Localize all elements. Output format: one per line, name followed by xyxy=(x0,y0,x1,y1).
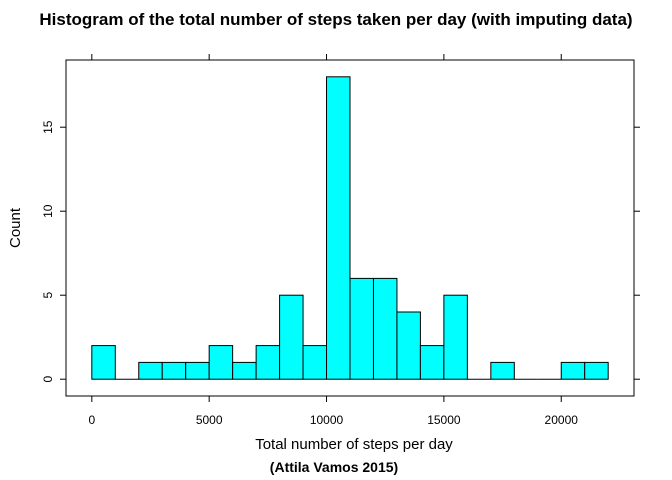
histogram-bar-5 xyxy=(208,345,234,380)
histogram-bar-8 xyxy=(279,294,304,380)
histogram-bar-6 xyxy=(232,361,257,380)
y-tick-label: 15 xyxy=(41,120,55,134)
x-tick-label: 15000 xyxy=(427,413,461,427)
x-tick-label: 10000 xyxy=(310,413,344,427)
chart-title: Histogram of the total number of steps t… xyxy=(39,10,632,29)
histogram-bar-14 xyxy=(419,345,445,380)
histogram-bar-13 xyxy=(396,311,421,380)
author-caption: (Attila Vamos 2015) xyxy=(270,459,398,475)
histogram-bar-2 xyxy=(138,361,163,380)
x-axis-ticks: 0 5000 10000 15000 20000 xyxy=(88,54,578,427)
x-axis-title: Total number of steps per day xyxy=(255,436,453,453)
y-tick-label: 5 xyxy=(41,292,55,299)
histogram-bar-4 xyxy=(185,361,210,380)
histogram-bar-21 xyxy=(584,361,609,380)
histogram-bar-7 xyxy=(255,345,281,380)
histogram-bar-0 xyxy=(91,345,116,380)
histogram-bar-15 xyxy=(443,294,468,380)
histogram-bar-20 xyxy=(560,361,586,380)
y-axis-ticks: 0 5 10 15 xyxy=(41,120,640,383)
histogram-bar-17 xyxy=(490,361,515,380)
y-axis-title: Count xyxy=(7,207,24,248)
histogram-bar-3 xyxy=(161,361,187,380)
histogram-bar-9 xyxy=(302,345,328,380)
x-tick-label: 20000 xyxy=(545,413,579,427)
histogram-bar-10 xyxy=(326,76,351,380)
y-tick-label: 10 xyxy=(41,204,55,218)
histogram-bar-12 xyxy=(372,277,398,380)
plot-frame xyxy=(65,59,635,397)
x-tick-label: 5000 xyxy=(196,413,223,427)
x-tick-label: 0 xyxy=(88,413,95,427)
histogram-bar-11 xyxy=(349,277,374,380)
y-tick-label: 0 xyxy=(41,376,55,383)
bars-layer xyxy=(91,76,609,380)
